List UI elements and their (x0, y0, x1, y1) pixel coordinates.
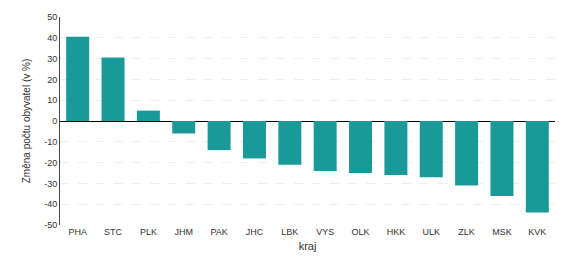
svg-text:PAK: PAK (210, 227, 227, 237)
svg-text:Změna počtu obyvatel (v %): Změna počtu obyvatel (v %) (21, 59, 32, 184)
svg-text:HKK: HKK (387, 227, 406, 237)
svg-text:kraj: kraj (299, 240, 317, 252)
svg-text:-40: -40 (44, 199, 57, 209)
svg-text:ZLK: ZLK (458, 227, 475, 237)
svg-text:JHM: JHM (175, 227, 194, 237)
svg-text:20: 20 (47, 75, 57, 85)
svg-text:LBK: LBK (281, 227, 298, 237)
svg-text:10: 10 (47, 95, 57, 105)
svg-text:ULK: ULK (422, 227, 440, 237)
svg-text:PLK: PLK (140, 227, 157, 237)
svg-text:PHA: PHA (68, 227, 87, 237)
svg-text:VYS: VYS (316, 227, 334, 237)
svg-text:-50: -50 (44, 220, 57, 230)
svg-text:-20: -20 (44, 158, 57, 168)
svg-text:50: 50 (47, 12, 57, 22)
svg-text:0: 0 (52, 116, 57, 126)
svg-text:-10: -10 (44, 137, 57, 147)
svg-text:JHC: JHC (246, 227, 264, 237)
svg-text:MSK: MSK (492, 227, 512, 237)
svg-text:OLK: OLK (352, 227, 370, 237)
svg-text:STC: STC (104, 227, 123, 237)
svg-text:40: 40 (47, 33, 57, 43)
svg-text:-30: -30 (44, 179, 57, 189)
svg-text:30: 30 (47, 54, 57, 64)
svg-text:KVK: KVK (528, 227, 546, 237)
